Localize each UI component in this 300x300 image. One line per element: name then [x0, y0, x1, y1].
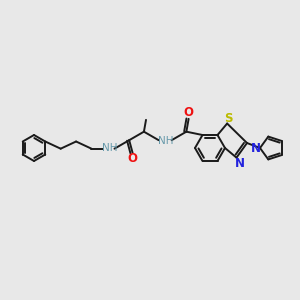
Text: N: N	[235, 157, 244, 169]
Text: NH: NH	[102, 143, 117, 153]
Text: S: S	[224, 112, 233, 124]
Text: NH: NH	[158, 136, 173, 146]
Text: O: O	[184, 106, 194, 119]
Text: O: O	[128, 152, 138, 165]
Text: N: N	[251, 142, 261, 154]
